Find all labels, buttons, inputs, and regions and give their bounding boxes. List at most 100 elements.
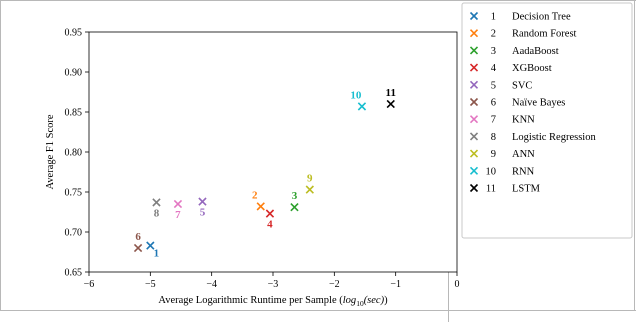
y-tick-label: 0.70 — [65, 228, 83, 239]
x-tick-label: −5 — [145, 279, 156, 290]
legend-label: XGBoost — [512, 63, 552, 74]
legend-entry: 5 SVC — [469, 80, 532, 91]
legend-number: 2 — [491, 29, 496, 40]
y-tick-label: 0.80 — [65, 148, 83, 159]
x-tick-label: −3 — [268, 279, 279, 290]
legend-box — [461, 2, 633, 239]
legend: 1 Decision Tree 2 Random Forest 3 AadaBoost 4 X… — [461, 2, 633, 239]
data-point: 5 — [198, 197, 207, 219]
data-point: 9 — [305, 173, 314, 194]
frame-top-border — [0, 0, 636, 1]
data-point: 6 — [133, 231, 143, 253]
legend-number: 10 — [486, 166, 497, 177]
data-point-label: 2 — [252, 189, 258, 201]
legend-marker-stroke — [469, 97, 479, 107]
data-point-label: 9 — [307, 173, 313, 185]
legend-label: Random Forest — [512, 29, 577, 40]
data-points: 1 2 3 4 5 6 7 8 9 10 11 — [133, 87, 396, 260]
data-point-label: 3 — [292, 190, 298, 202]
marker-stroke — [290, 203, 299, 212]
y-tick-label: 0.90 — [65, 68, 83, 79]
data-point-label: 5 — [200, 207, 206, 219]
data-point-label: 4 — [267, 219, 273, 231]
data-point-label: 7 — [175, 209, 181, 221]
plot-frame — [88, 31, 458, 273]
data-point-label: 1 — [154, 248, 160, 260]
legend-label: AadaBoost — [512, 46, 559, 57]
x-tick-label: −4 — [206, 279, 217, 290]
legend-number: 3 — [491, 46, 496, 57]
legend-label: LSTM — [512, 184, 541, 195]
legend-marker-stroke — [469, 80, 479, 89]
data-point: 2 — [252, 189, 265, 211]
data-point: 10 — [350, 89, 367, 111]
legend-label: SVC — [512, 80, 532, 91]
legend-number: 6 — [491, 98, 496, 109]
legend-label: ANN — [512, 149, 535, 160]
marker-stroke — [146, 241, 155, 250]
legend-number: 4 — [491, 63, 497, 74]
legend-label: Decision Tree — [512, 12, 571, 23]
legend-number: 5 — [491, 80, 496, 91]
legend-entry: 6 Naïve Bayes — [469, 97, 565, 109]
legend-number: 7 — [491, 115, 496, 126]
legend-number: 9 — [491, 149, 496, 160]
x-tick-label: −6 — [84, 279, 95, 290]
legend-marker-stroke — [469, 115, 479, 124]
legend-entry: 11 LSTM — [469, 183, 541, 195]
marker-stroke — [386, 99, 395, 109]
y-tick-label: 0.85 — [65, 108, 83, 119]
x-tick-label: −2 — [329, 279, 340, 290]
data-point: 7 — [173, 199, 183, 221]
data-point: 3 — [290, 190, 299, 212]
data-point-label: 10 — [350, 89, 362, 101]
frame-divider — [448, 272, 449, 322]
y-axis-label: Average F1 Score — [45, 114, 56, 189]
y-tick-label: 0.95 — [65, 28, 83, 39]
legend-marker-stroke — [469, 183, 479, 193]
y-tick-label: 0.75 — [65, 188, 83, 199]
data-point-label: 11 — [386, 87, 396, 99]
marker-stroke — [152, 198, 161, 207]
legend-label: KNN — [512, 115, 535, 126]
legend-number: 11 — [486, 184, 496, 195]
legend-entry: 9 ANN — [469, 149, 535, 160]
legend-entry: 4 XGBoost — [469, 63, 552, 74]
legend-entry: 8 Logistic Regression — [469, 132, 596, 143]
legend-entry: 2 Random Forest — [469, 29, 577, 40]
legend-marker-stroke — [469, 166, 479, 175]
legend-marker-stroke — [469, 149, 479, 158]
legend-marker-stroke — [469, 29, 479, 38]
frame-left-border — [0, 0, 1, 311]
legend-marker-stroke — [469, 46, 479, 55]
legend-number: 1 — [491, 12, 496, 23]
legend-label: Logistic Regression — [512, 132, 596, 143]
marker-stroke — [173, 199, 183, 209]
legend-entry: 3 AadaBoost — [469, 46, 559, 57]
legend-entry: 1 Decision Tree — [469, 11, 571, 23]
legend-number: 8 — [491, 132, 496, 143]
marker-stroke — [133, 243, 143, 253]
legend-marker-stroke — [469, 132, 479, 141]
x-tick-label: 0 — [455, 279, 460, 290]
legend-label: Naïve Bayes — [512, 98, 565, 109]
data-point: 11 — [386, 87, 396, 109]
legend-marker-stroke — [469, 11, 479, 21]
data-point: 4 — [265, 209, 275, 231]
marker-stroke — [305, 185, 314, 194]
legend-entry: 7 KNN — [469, 115, 535, 126]
axes: −6 −5 −4 −3 −2 −1 0 0.65 0.70 0.75 0.80 0.85 0.90 0.9… — [45, 28, 460, 309]
x-axis-label: Average Logarithmic Runtime per Sample (… — [158, 295, 388, 308]
marker-stroke — [256, 202, 265, 211]
legend-marker-stroke — [469, 63, 479, 72]
frame-right-border — [634, 0, 635, 311]
legend-entry: 10 RNN — [469, 166, 535, 177]
data-point-label: 6 — [135, 231, 141, 243]
marker-stroke — [357, 102, 367, 111]
data-point: 8 — [152, 198, 161, 219]
y-tick-label: 0.65 — [65, 268, 83, 279]
data-point: 1 — [146, 241, 160, 260]
marker-stroke — [265, 209, 275, 218]
